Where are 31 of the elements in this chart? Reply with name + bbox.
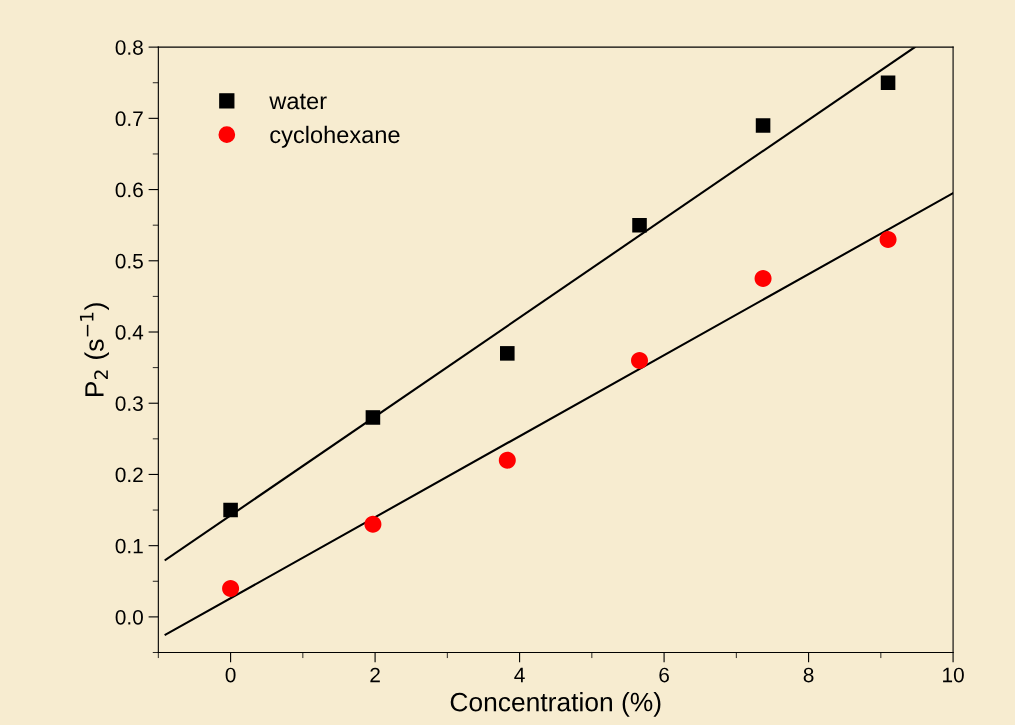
point <box>500 346 515 361</box>
x-tick-label: 2 <box>370 667 380 683</box>
point <box>222 579 240 597</box>
y-tick-label: 0.1 <box>115 538 143 554</box>
y-tick-label: 0.8 <box>115 40 143 55</box>
y-tick-label: 0.4 <box>115 325 144 340</box>
point <box>880 75 896 91</box>
x-tick-label: 8 <box>803 667 814 683</box>
point <box>631 351 649 369</box>
point <box>754 270 772 288</box>
x-tick-label: 10 <box>943 667 964 683</box>
y-tick-label: 0.0 <box>115 609 143 625</box>
y-tick-label: 0.7 <box>115 111 143 127</box>
point <box>498 451 516 469</box>
legend-label: cyclohexane <box>270 125 400 148</box>
point <box>364 515 382 533</box>
legend-label: water <box>269 93 327 110</box>
point <box>365 410 381 425</box>
y-tick-label: 0.6 <box>115 182 143 198</box>
point <box>755 118 771 133</box>
y-tick-label: 0.2 <box>115 467 143 483</box>
x-tick-label: 4 <box>514 667 525 683</box>
y-tick-label: 0.3 <box>115 396 143 411</box>
point <box>223 502 238 518</box>
x-axis-title: Concentration (%) <box>450 692 661 717</box>
point <box>879 230 897 248</box>
point <box>632 217 647 233</box>
y-tick-label: 0.5 <box>115 253 143 269</box>
x-tick-label: 6 <box>659 667 669 683</box>
x-tick-label: 0 <box>225 667 236 683</box>
y-axis-title: P$_{2}$ (s$^{−1}$) <box>79 303 109 397</box>
